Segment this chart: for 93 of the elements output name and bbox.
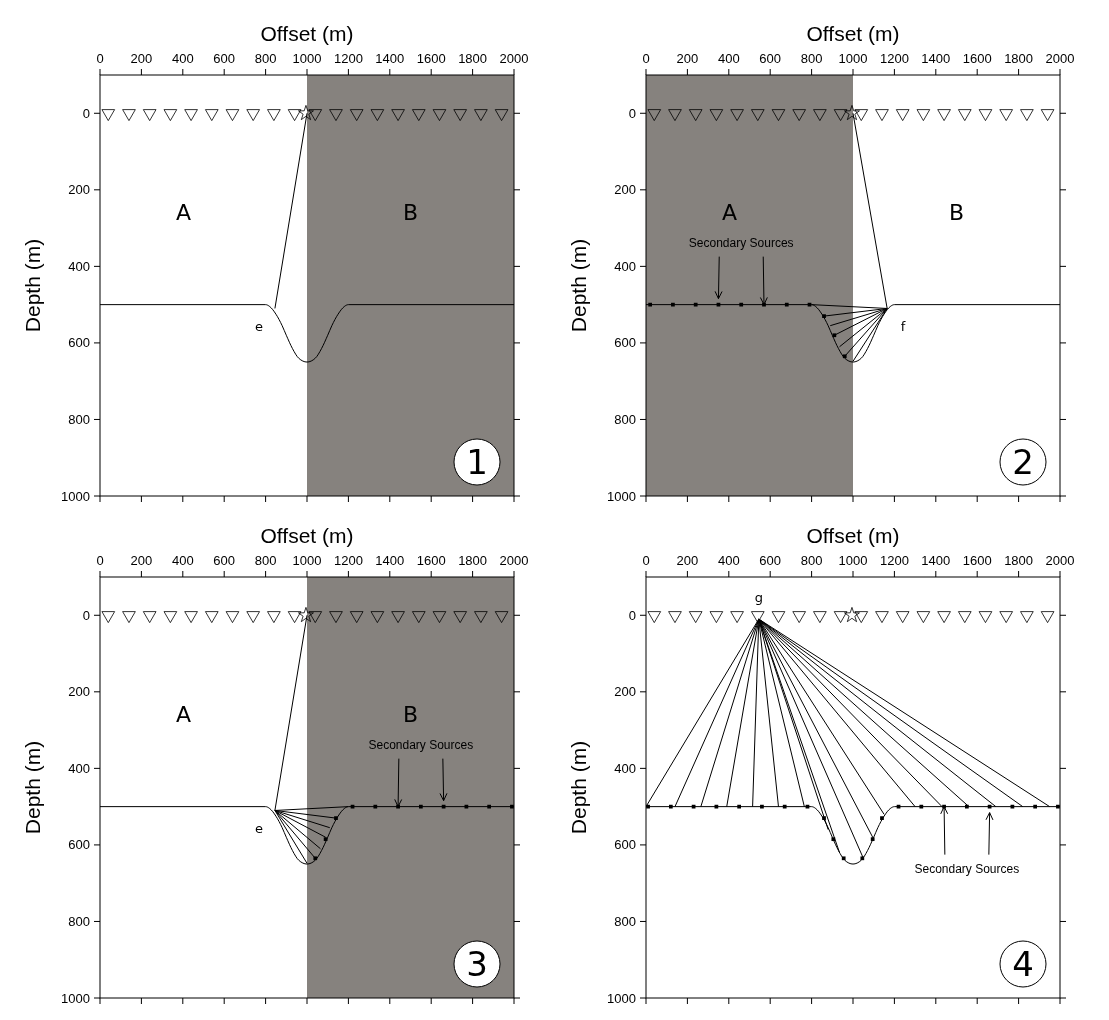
x-tick-label: 1400 — [375, 553, 405, 568]
x-tick-label: 0 — [642, 51, 650, 66]
x-tick-label: 600 — [759, 553, 782, 568]
y-tick-label: 200 — [68, 684, 90, 700]
x-tick-label: 1600 — [416, 553, 446, 568]
x-tick-label: 800 — [254, 51, 277, 66]
x-axis-title: Offset (m) — [260, 22, 354, 45]
x-tick-label: 400 — [171, 51, 194, 66]
x-tick-label: 1200 — [879, 553, 909, 568]
text: Secondary Sources — [914, 861, 1020, 876]
x-tick-label: 2000 — [1045, 51, 1075, 66]
y-tick-label: 1000 — [607, 990, 636, 1006]
x-axis-title: Offset (m) — [806, 22, 900, 45]
text: Secondary Sources — [368, 737, 474, 752]
x-tick-label: 400 — [171, 553, 194, 568]
x-tick-label: 200 — [676, 51, 699, 66]
annotation: e — [254, 821, 263, 837]
y-tick-label: 400 — [68, 760, 90, 776]
text: Secondary Sources — [688, 235, 794, 250]
y-tick-label: 800 — [614, 914, 636, 929]
y-tick-label: 0 — [628, 105, 636, 121]
x-tick-label: 0 — [96, 553, 104, 568]
y-tick-label: 1000 — [607, 488, 636, 504]
x-tick-label: 1800 — [458, 51, 488, 66]
x-tick-label: 2000 — [1045, 553, 1075, 568]
y-axis-title: Depth (m) — [567, 740, 590, 835]
x-tick-label: 200 — [676, 553, 699, 568]
y-tick-label: 1000 — [61, 488, 90, 504]
x-tick-label: 1800 — [1004, 51, 1034, 66]
x-tick-label: 1800 — [458, 553, 488, 568]
x-tick-label: 1400 — [921, 51, 951, 66]
x-tick-label: 1200 — [333, 51, 363, 66]
x-axis-title: Offset (m) — [806, 524, 900, 547]
annotation: A — [175, 701, 192, 727]
x-tick-label: 1200 — [333, 553, 363, 568]
annotation: B — [402, 701, 419, 727]
y-tick-label: 0 — [82, 105, 90, 121]
x-tick-label: 600 — [213, 51, 236, 66]
x-tick-label: 1000 — [838, 51, 868, 66]
y-tick-label: 400 — [614, 760, 636, 776]
y-tick-label: 400 — [614, 258, 636, 274]
y-axis-title: Depth (m) — [567, 238, 590, 333]
x-tick-label: 1600 — [962, 553, 992, 568]
x-tick-label: 1600 — [416, 51, 446, 66]
x-tick-label: 1800 — [1004, 553, 1034, 568]
x-tick-label: 600 — [213, 553, 236, 568]
x-tick-label: 1000 — [838, 553, 868, 568]
x-tick-label: 1400 — [375, 51, 405, 66]
x-tick-label: 1600 — [962, 51, 992, 66]
annotation: f — [900, 319, 906, 335]
y-tick-label: 200 — [614, 182, 636, 198]
y-tick-label: 600 — [614, 837, 636, 853]
x-tick-label: 200 — [130, 553, 153, 568]
x-tick-label: 2000 — [499, 553, 529, 568]
y-tick-label: 0 — [628, 607, 636, 623]
annotation: 2 — [1012, 442, 1034, 483]
x-tick-label: 1000 — [292, 51, 322, 66]
y-tick-label: 1000 — [61, 990, 90, 1006]
y-tick-label: 200 — [68, 182, 90, 198]
annotation: 1 — [466, 442, 488, 483]
x-tick-label: 0 — [96, 51, 104, 66]
x-tick-label: 2000 — [499, 51, 529, 66]
x-tick-label: 1400 — [921, 553, 951, 568]
y-axis-title: Depth (m) — [21, 740, 44, 835]
y-axis-title: Depth (m) — [21, 238, 44, 333]
annotation: B — [402, 199, 419, 225]
annotation: B — [948, 199, 965, 225]
y-tick-label: 800 — [68, 412, 90, 427]
annotation: g — [754, 589, 763, 605]
x-tick-label: 200 — [130, 51, 153, 66]
y-tick-label: 600 — [68, 837, 90, 853]
x-tick-label: 0 — [642, 553, 650, 568]
x-tick-label: 1000 — [292, 553, 322, 568]
annotation: A — [721, 199, 738, 225]
x-tick-label: 400 — [717, 51, 740, 66]
y-tick-label: 200 — [614, 684, 636, 700]
y-tick-label: 400 — [68, 258, 90, 274]
x-tick-label: 400 — [717, 553, 740, 568]
x-axis-title: Offset (m) — [260, 524, 354, 547]
x-tick-label: 800 — [254, 553, 277, 568]
x-tick-label: 600 — [759, 51, 782, 66]
y-tick-label: 0 — [82, 607, 90, 623]
y-tick-label: 800 — [614, 412, 636, 427]
y-tick-label: 800 — [68, 914, 90, 929]
x-tick-label: 1200 — [879, 51, 909, 66]
annotation: 3 — [466, 944, 488, 985]
x-tick-label: 800 — [800, 51, 823, 66]
x-tick-label: 800 — [800, 553, 823, 568]
annotation: 4 — [1012, 944, 1034, 985]
y-tick-label: 600 — [68, 335, 90, 351]
annotation: A — [175, 199, 192, 225]
annotation: e — [254, 319, 263, 335]
y-tick-label: 600 — [614, 335, 636, 351]
